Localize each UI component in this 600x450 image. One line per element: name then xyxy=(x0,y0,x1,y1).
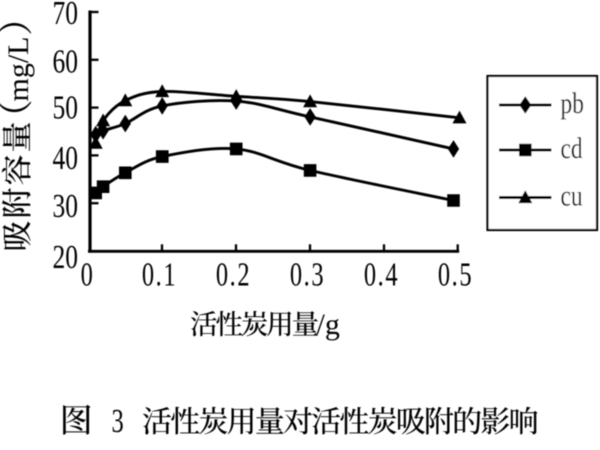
svg-text:3: 3 xyxy=(111,403,123,440)
svg-text:mg/L: mg/L xyxy=(2,37,35,102)
svg-text:40: 40 xyxy=(53,139,78,177)
svg-text:cu: cu xyxy=(561,179,583,212)
svg-text:0.2: 0.2 xyxy=(216,257,251,294)
svg-text:0.5: 0.5 xyxy=(438,257,473,294)
svg-text:70: 70 xyxy=(53,0,78,32)
svg-text:20: 20 xyxy=(53,238,78,276)
svg-text:50: 50 xyxy=(53,88,78,126)
svg-text:pb: pb xyxy=(561,86,584,119)
svg-text:30: 30 xyxy=(53,187,78,225)
svg-text:0.3: 0.3 xyxy=(290,257,325,294)
svg-text:0.4: 0.4 xyxy=(364,257,399,294)
svg-text:cd: cd xyxy=(561,131,584,164)
svg-text:0: 0 xyxy=(81,257,95,294)
svg-text:0.1: 0.1 xyxy=(142,257,177,294)
svg-text:/g: /g xyxy=(317,308,340,341)
svg-text:60: 60 xyxy=(53,42,78,80)
